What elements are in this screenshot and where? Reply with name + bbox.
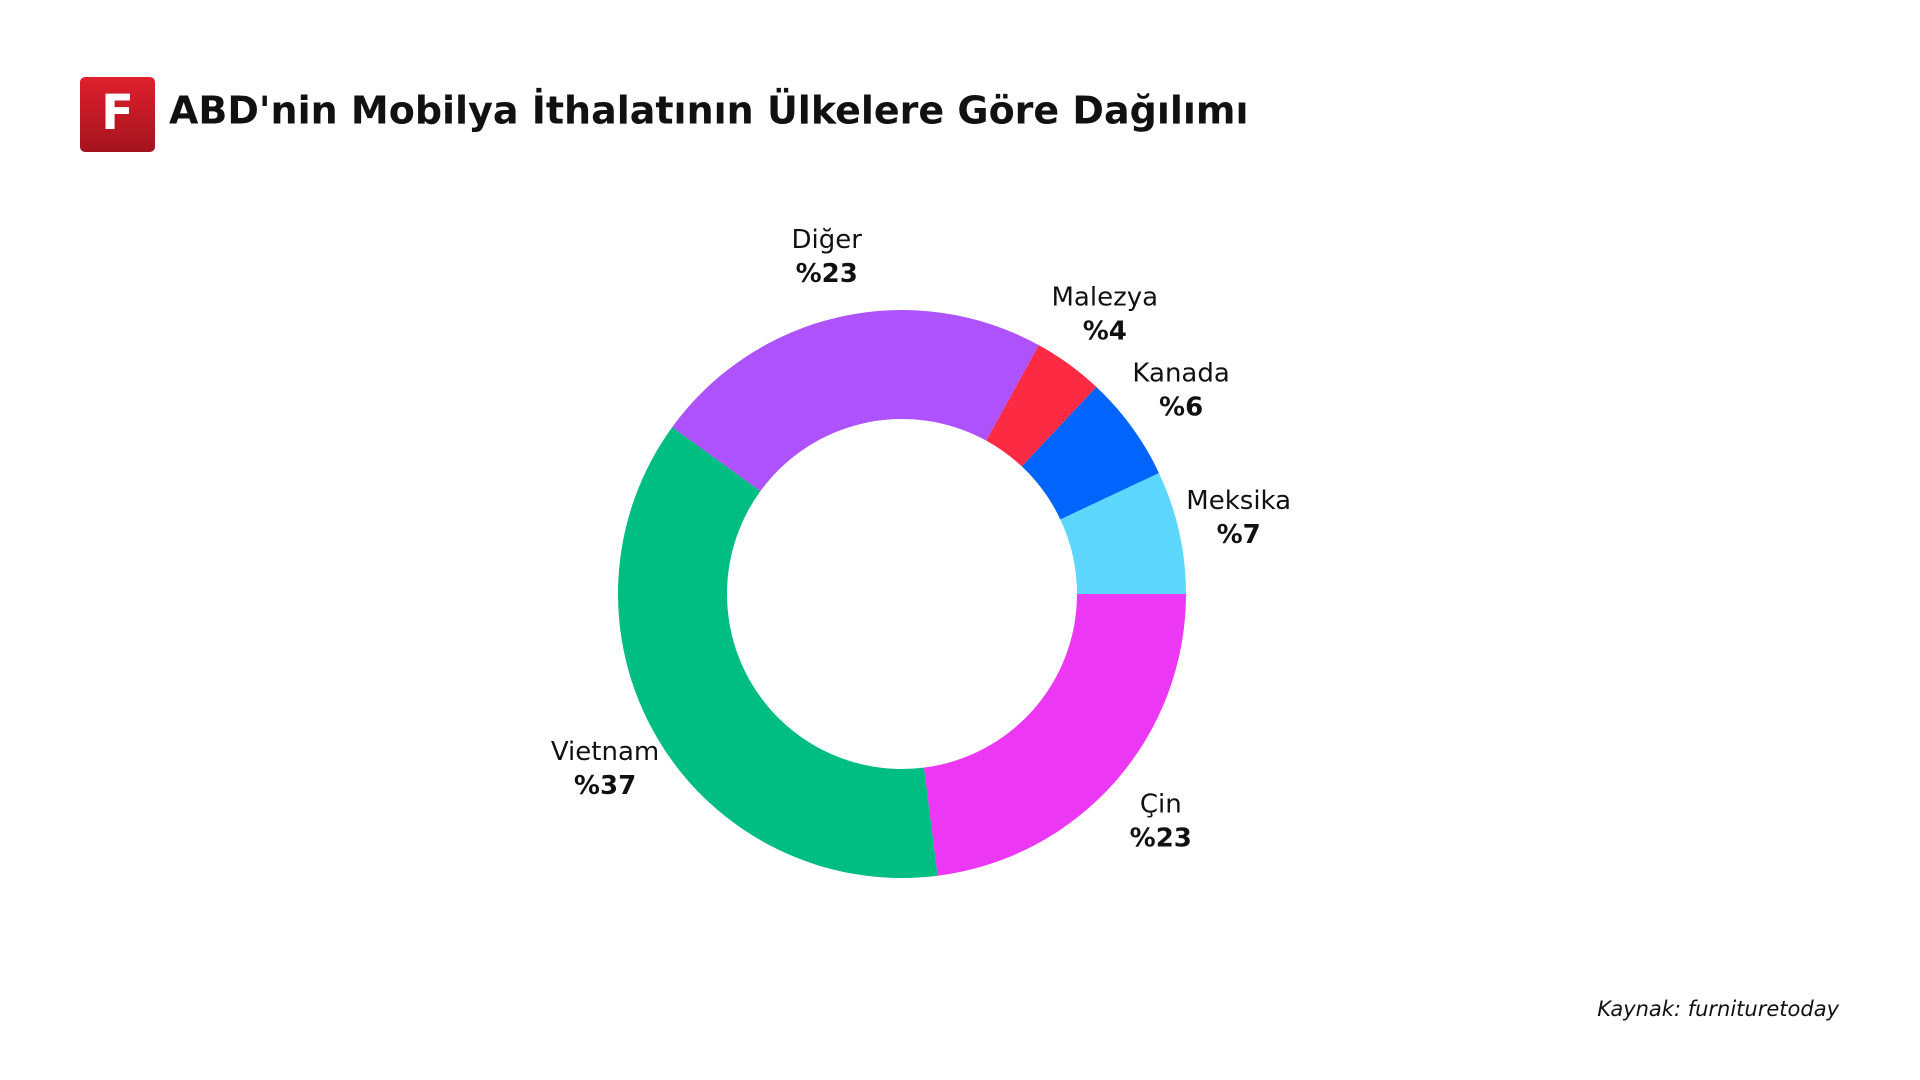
donut-slice xyxy=(986,345,1097,467)
chart-title: ABD'nin Mobilya İthalatının Ülkelere Gör… xyxy=(169,89,1249,133)
logo-text: F xyxy=(101,85,134,141)
slice-label: Vietnam xyxy=(551,737,659,767)
donut-slice xyxy=(618,427,938,878)
slice-label: Diğer xyxy=(792,225,863,255)
logo-box xyxy=(80,77,155,152)
slice-label: Çin xyxy=(1140,790,1182,820)
value-label: %7 xyxy=(1217,520,1261,550)
donut-slice xyxy=(672,310,1039,492)
value-label: %37 xyxy=(574,771,636,801)
value-label: %6 xyxy=(1159,393,1203,423)
value-label: %4 xyxy=(1083,316,1127,346)
donut-slice xyxy=(1060,473,1186,594)
value-label: %23 xyxy=(1130,824,1192,854)
slice-label: Meksika xyxy=(1186,486,1291,516)
value-label: %23 xyxy=(796,259,858,289)
donut-slice xyxy=(923,594,1186,876)
slice-label: Kanada xyxy=(1132,359,1229,389)
slice-label: Malezya xyxy=(1052,282,1159,312)
donut-slice xyxy=(1021,386,1159,520)
source: Kaynak: furnituretoday xyxy=(1597,997,1839,1021)
